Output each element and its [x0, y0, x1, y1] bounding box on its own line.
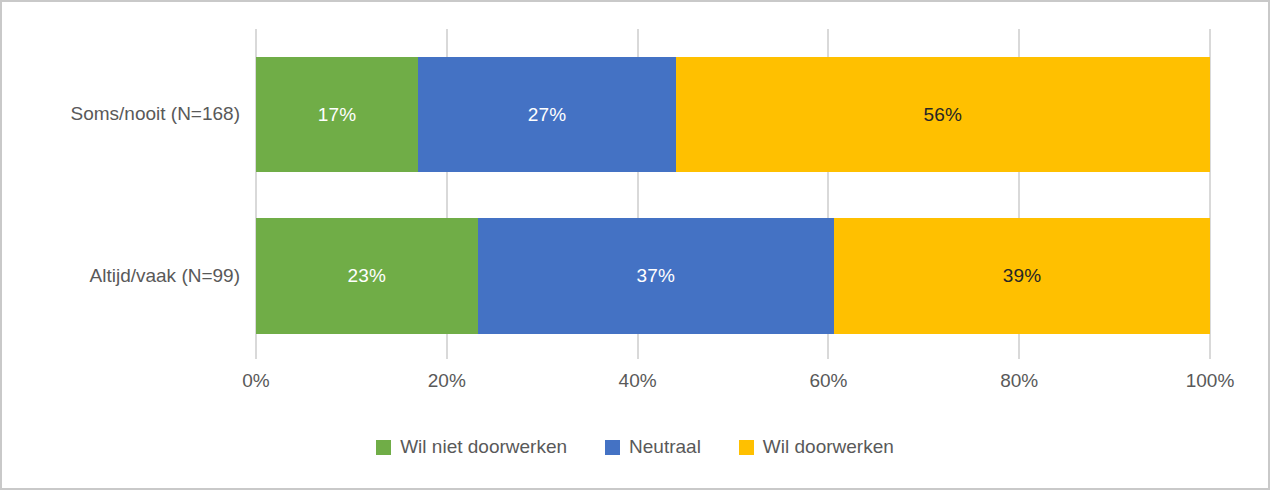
x-axis: 0%20%40%60%80%100%: [256, 370, 1210, 396]
bar-segment: 37%: [478, 218, 835, 334]
data-label: 23%: [347, 265, 386, 287]
bar-segment: 56%: [676, 57, 1210, 172]
data-label: 27%: [528, 104, 567, 126]
legend-swatch-icon: [739, 440, 754, 455]
bar-segment: 23%: [256, 218, 478, 334]
legend-item: Wil niet doorwerken: [376, 436, 567, 458]
bar-segment: 27%: [418, 57, 676, 172]
data-label: 17%: [318, 104, 357, 126]
data-label: 56%: [924, 104, 963, 126]
plot-area: 17% 27% 56% 23% 37% 39%: [256, 29, 1210, 337]
bar-row: 23% 37% 39%: [256, 218, 1210, 334]
legend-swatch-icon: [376, 440, 391, 455]
x-tick-label: 20%: [428, 370, 466, 392]
x-tick-label: 80%: [1000, 370, 1038, 392]
legend: Wil niet doorwerken Neutraal Wil doorwerke…: [2, 436, 1268, 458]
legend-swatch-icon: [605, 440, 620, 455]
legend-label: Neutraal: [629, 436, 701, 458]
stacked-bar-chart: 17% 27% 56% 23% 37% 39% 0% 20% 40% 60% 80% 100% Wi…: [0, 0, 1270, 490]
legend-item: Wil doorwerken: [739, 436, 894, 458]
bar-segment: 17%: [256, 57, 418, 172]
x-tick-label: 0%: [242, 370, 269, 392]
x-tick-label: 100%: [1186, 370, 1235, 392]
legend-label: Wil doorwerken: [763, 436, 894, 458]
data-label: 37%: [637, 265, 676, 287]
x-tick-label: 40%: [619, 370, 657, 392]
bar-segment: 39%: [834, 218, 1210, 334]
bar-row: 17% 27% 56%: [256, 57, 1210, 172]
category-label: Altijd/vaak (N=99): [2, 265, 240, 287]
legend-item: Neutraal: [605, 436, 701, 458]
data-label: 39%: [1003, 265, 1042, 287]
category-label: Soms/nooit (N=168): [2, 103, 240, 125]
legend-label: Wil niet doorwerken: [400, 436, 567, 458]
x-tick-label: 60%: [809, 370, 847, 392]
